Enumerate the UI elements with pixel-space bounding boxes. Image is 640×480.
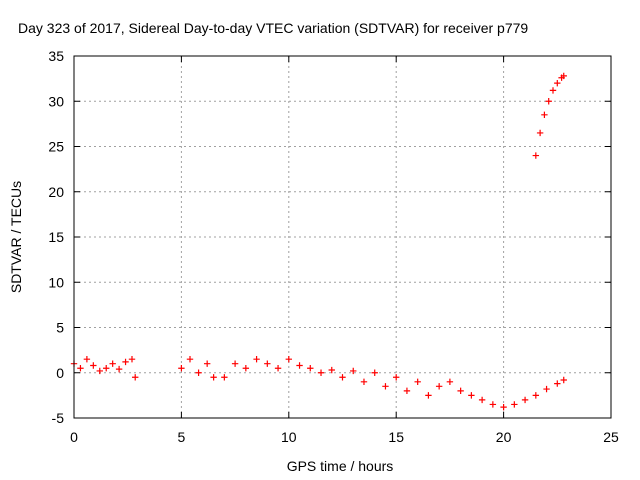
x-tick-label: 15 — [388, 429, 404, 445]
data-point — [360, 378, 368, 385]
data-point — [549, 87, 557, 94]
data-point — [489, 401, 497, 408]
data-point — [195, 369, 202, 376]
data-point — [115, 365, 123, 373]
data-point — [253, 355, 260, 363]
data-point — [393, 374, 400, 381]
x-axis: 0 5 10 15 20 25 — [70, 56, 619, 445]
data-point — [560, 376, 567, 384]
data-point — [210, 374, 217, 381]
y-axis-label: SDTVAR / TECUs — [8, 181, 24, 293]
y-axis: -5 0 5 10 15 20 25 30 35 — [48, 48, 611, 426]
data-point — [435, 383, 443, 390]
data-point — [186, 355, 194, 363]
grid — [74, 56, 611, 418]
x-tick-label: 20 — [496, 429, 512, 445]
data-point — [560, 72, 567, 80]
data-point — [103, 365, 110, 372]
chart-title: Day 323 of 2017, Sidereal Day-to-day VTE… — [18, 20, 528, 36]
y-tick-label: 35 — [48, 48, 64, 64]
x-tick-label: 0 — [70, 429, 78, 445]
data-points — [70, 72, 567, 411]
y-tick-label: 30 — [48, 93, 64, 109]
data-point — [457, 387, 464, 395]
data-point — [328, 366, 335, 374]
data-point — [307, 365, 314, 372]
data-point — [203, 360, 211, 367]
data-point — [109, 360, 116, 367]
y-tick-label: 20 — [48, 184, 64, 200]
data-point — [128, 355, 136, 363]
y-tick-label: 5 — [56, 320, 64, 336]
data-point — [274, 365, 282, 372]
data-point — [554, 79, 561, 87]
data-point — [425, 392, 432, 399]
y-tick-label: 0 — [56, 365, 64, 381]
data-point — [521, 396, 529, 404]
data-point — [83, 355, 91, 363]
data-point — [132, 374, 139, 381]
data-point — [532, 152, 540, 159]
data-point — [532, 392, 540, 399]
data-point — [414, 378, 421, 385]
data-point — [478, 396, 486, 404]
x-axis-label: GPS time / hours — [287, 458, 394, 474]
data-point — [350, 367, 357, 375]
data-point — [96, 367, 103, 375]
data-point — [536, 129, 544, 137]
y-tick-label: 15 — [48, 229, 64, 245]
data-point — [382, 383, 389, 390]
data-point — [543, 385, 550, 393]
data-point — [296, 362, 303, 369]
y-tick-label: -5 — [52, 410, 65, 426]
data-point — [317, 369, 325, 376]
data-point — [403, 387, 411, 395]
data-point — [221, 374, 228, 381]
data-point — [122, 358, 129, 366]
x-tick-label: 10 — [281, 429, 297, 445]
data-point — [500, 403, 507, 411]
data-point — [339, 374, 346, 381]
data-point — [446, 378, 454, 385]
data-point — [468, 392, 475, 399]
data-point — [90, 362, 97, 369]
data-point — [231, 360, 239, 367]
data-point — [77, 365, 84, 372]
data-point — [541, 111, 548, 119]
y-tick-label: 10 — [48, 274, 64, 290]
x-tick-label: 25 — [603, 429, 619, 445]
data-point — [554, 380, 561, 387]
data-point — [178, 365, 185, 372]
data-point — [545, 98, 552, 105]
data-point — [242, 365, 250, 372]
data-point — [285, 355, 292, 363]
x-tick-label: 5 — [178, 429, 186, 445]
data-point — [371, 369, 378, 376]
y-tick-label: 25 — [48, 139, 64, 155]
data-point — [264, 360, 271, 367]
data-point — [511, 401, 518, 408]
